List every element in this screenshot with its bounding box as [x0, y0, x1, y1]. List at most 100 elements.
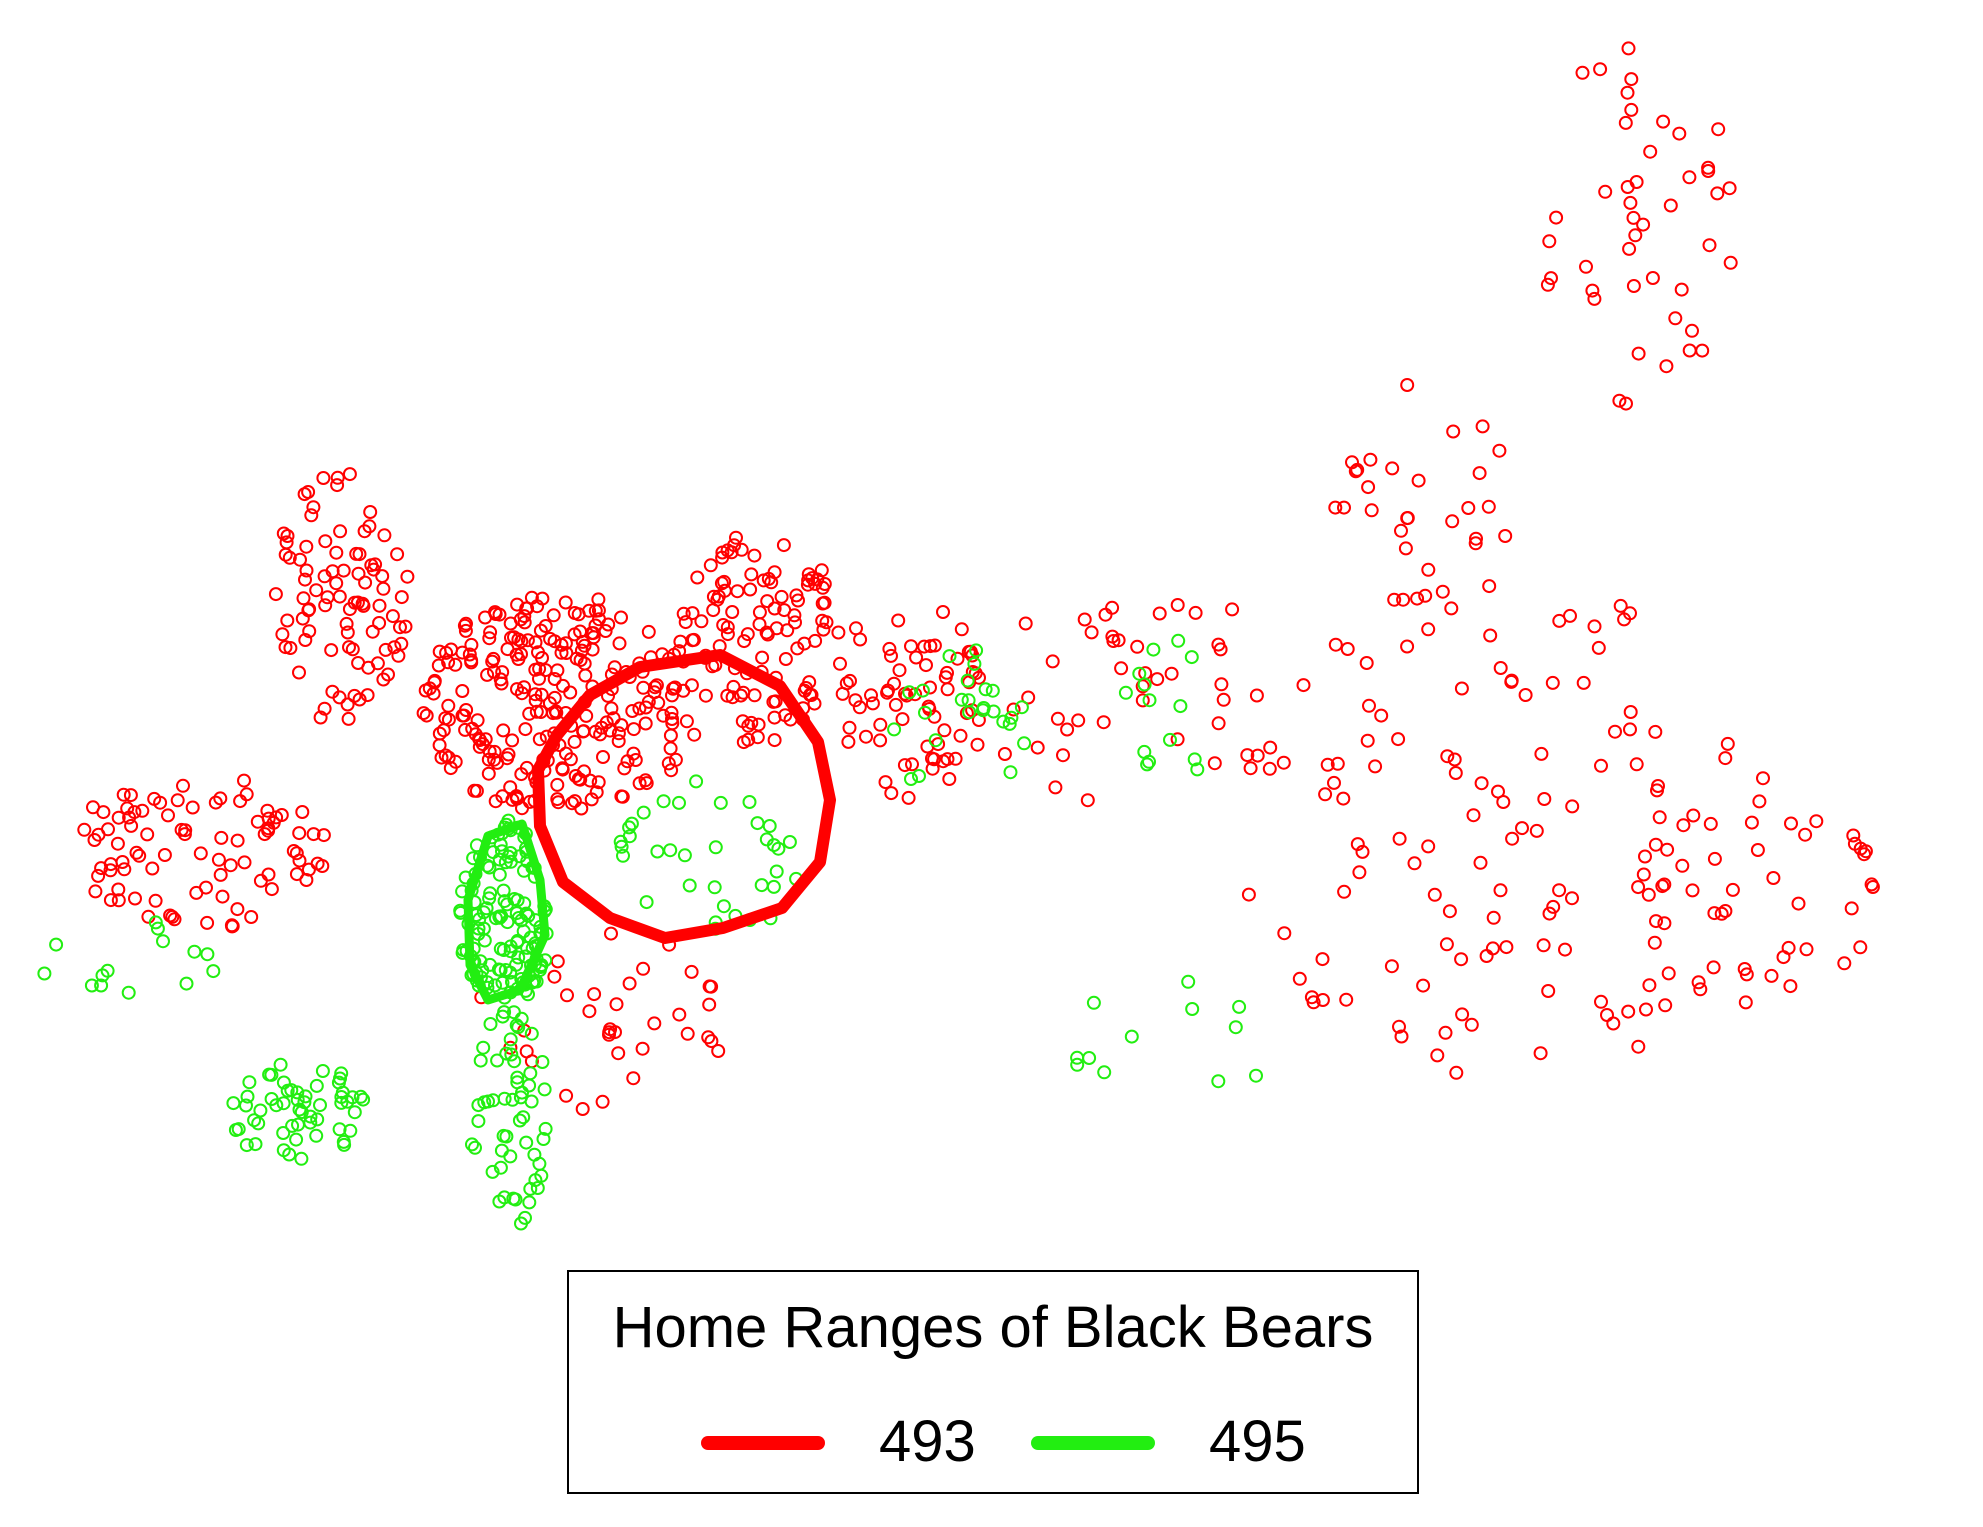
- point-495-42: [482, 860, 497, 875]
- point-493-613: [925, 761, 940, 776]
- point-493-822: [1540, 277, 1555, 292]
- point-493-845: [1722, 181, 1737, 196]
- point-495-306: [1004, 710, 1019, 725]
- point-493-263: [733, 688, 748, 703]
- point-493-158: [664, 763, 679, 778]
- point-493-623: [684, 964, 699, 979]
- point-493-847: [1631, 346, 1646, 361]
- point-495-254: [639, 895, 654, 910]
- point-495-155: [465, 1137, 479, 1152]
- point-493-799: [1631, 1039, 1646, 1054]
- point-493-675: [997, 747, 1012, 761]
- point-493-916: [1657, 877, 1672, 892]
- point-493-816: [1718, 904, 1733, 918]
- point-493-854: [1618, 115, 1633, 130]
- point-495-157: [471, 1114, 486, 1129]
- point-495-236: [309, 1078, 324, 1093]
- point-493-403: [302, 602, 317, 617]
- point-493-347: [678, 615, 693, 630]
- point-493-203: [469, 783, 484, 798]
- point-495-347: [206, 964, 221, 979]
- point-493-922: [1657, 916, 1672, 931]
- point-493-142: [532, 732, 547, 747]
- point-493-616: [909, 650, 924, 665]
- point-493-747: [1448, 766, 1463, 780]
- point-493-498: [224, 918, 239, 933]
- point-493-338: [730, 584, 745, 599]
- point-493-507: [253, 873, 268, 888]
- point-493-523: [315, 859, 330, 873]
- point-493-518: [94, 861, 109, 876]
- point-495-151: [530, 1181, 545, 1195]
- point-495-320: [1190, 762, 1205, 777]
- point-493-751: [1455, 1007, 1470, 1022]
- point-493-483: [135, 803, 150, 818]
- point-493-597: [908, 687, 923, 702]
- point-493-918: [1799, 942, 1814, 957]
- point-493-170: [522, 706, 537, 721]
- point-493-535: [199, 880, 213, 895]
- point-493-589: [848, 693, 863, 708]
- point-495-190: [509, 1018, 524, 1033]
- point-493-296: [831, 625, 846, 640]
- point-493-486: [233, 794, 248, 809]
- point-493-380: [268, 587, 283, 602]
- point-493-423: [342, 467, 357, 482]
- point-493-776: [1439, 937, 1454, 952]
- point-493-564: [882, 641, 897, 656]
- point-493-715: [1479, 949, 1494, 963]
- point-495-317: [1142, 693, 1157, 708]
- point-493-47: [651, 695, 666, 710]
- point-493-442: [340, 625, 355, 640]
- point-493-417: [352, 547, 367, 562]
- point-493-509: [193, 846, 208, 861]
- point-493-393: [378, 642, 393, 657]
- point-493-868: [1472, 466, 1487, 481]
- point-495-100: [503, 939, 518, 954]
- point-493-407: [298, 572, 312, 587]
- point-493-756: [1407, 856, 1422, 871]
- point-493-394: [278, 640, 293, 655]
- point-493-821: [1672, 126, 1687, 141]
- point-493-878: [1361, 480, 1376, 495]
- point-493-493: [110, 836, 125, 851]
- point-493-320: [767, 710, 782, 725]
- point-495-342: [84, 978, 99, 993]
- point-493-836: [1702, 238, 1717, 253]
- point-493-317: [711, 589, 726, 604]
- point-493-376: [360, 688, 375, 703]
- point-493-322: [727, 538, 742, 553]
- point-493-665: [1030, 740, 1045, 755]
- point-493-825: [1542, 234, 1557, 249]
- point-493-344: [767, 565, 782, 580]
- point-493-745: [1515, 821, 1529, 836]
- point-493-119: [665, 712, 679, 726]
- point-495-325: [1228, 1020, 1243, 1035]
- point-495-261: [766, 879, 781, 894]
- point-493-853: [1682, 343, 1697, 358]
- point-493-554: [873, 733, 888, 748]
- point-493-495: [111, 810, 126, 825]
- point-493-172: [457, 618, 472, 633]
- point-493-826: [1645, 271, 1660, 285]
- point-493-750: [1606, 1016, 1621, 1031]
- point-493-89: [432, 644, 447, 659]
- point-493-744: [1545, 675, 1560, 690]
- point-495-217: [273, 1057, 288, 1072]
- point-493-176: [679, 714, 694, 729]
- point-493-719: [1652, 810, 1667, 825]
- point-493-863: [1695, 343, 1710, 358]
- point-493-402: [313, 710, 328, 725]
- point-493-552: [842, 720, 857, 735]
- point-493-905: [1685, 883, 1700, 898]
- point-495-251: [713, 795, 728, 810]
- point-493-726: [1318, 787, 1333, 802]
- point-495-164: [504, 1047, 519, 1062]
- point-493-178: [511, 652, 526, 666]
- point-493-841: [1659, 359, 1674, 374]
- point-495-295: [902, 685, 917, 700]
- point-493-440: [333, 524, 348, 539]
- point-493-342: [755, 650, 770, 665]
- point-493-607: [853, 632, 868, 647]
- point-493-386: [330, 470, 345, 485]
